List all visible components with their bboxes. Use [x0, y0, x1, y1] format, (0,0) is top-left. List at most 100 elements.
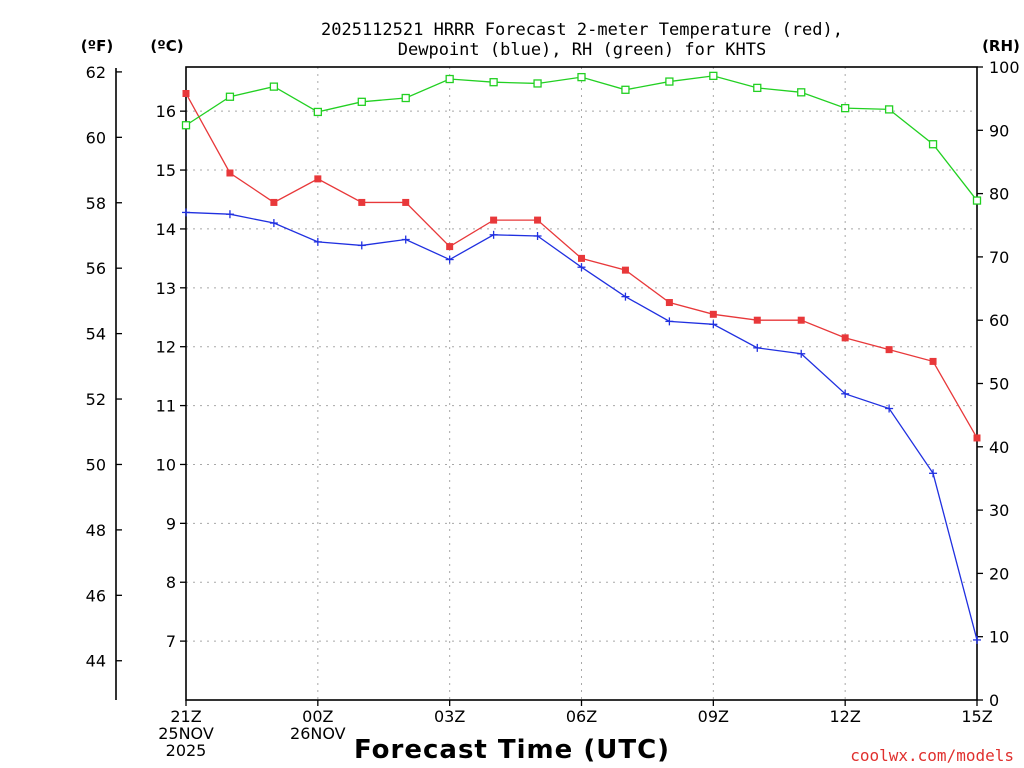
fahrenheit-tick-label: 60 [86, 128, 106, 147]
celsius-tick-label: 9 [166, 514, 176, 533]
dewpoint-point [841, 389, 850, 398]
fahrenheit-tick-label: 62 [86, 63, 106, 82]
rh-point [797, 88, 806, 97]
rh-point [928, 140, 938, 149]
series-dewpoint [182, 208, 981, 644]
fahrenheit-tick-label: 44 [86, 652, 106, 671]
rh-point [445, 74, 454, 84]
credit-text: coolwx.com/models [850, 746, 1014, 765]
celsius-tick-label: 8 [166, 573, 176, 592]
dewpoint-point [753, 343, 762, 352]
dewpoint-point [533, 231, 542, 240]
temperature-point [621, 266, 629, 274]
rh-tick-label: 100 [989, 58, 1020, 77]
x-tick-label: 06Z [566, 707, 597, 726]
data-series [181, 71, 982, 644]
x-tick-label: 21Z [170, 707, 201, 726]
rh-point [709, 71, 718, 81]
rh-point [313, 107, 322, 117]
temperature-point [534, 216, 542, 224]
x-tick-label: 12Z [830, 707, 861, 726]
rh-tick-label: 70 [989, 248, 1009, 267]
dewpoint-point [885, 404, 894, 413]
rh-point [357, 97, 366, 106]
dewpoint-point [973, 635, 981, 644]
series-rh [181, 71, 982, 205]
rh-point [401, 93, 410, 103]
rh-point [753, 83, 762, 93]
rh-point [577, 72, 586, 82]
rh-point [841, 103, 850, 113]
fahrenheit-axis-unit: (ºF) [81, 37, 113, 55]
celsius-tick-label: 11 [156, 397, 176, 416]
dewpoint-point [797, 349, 806, 358]
celsius-tick-label: 14 [156, 220, 176, 239]
fahrenheit-tick-label: 50 [86, 455, 106, 474]
temperature-point [841, 334, 849, 342]
temperature-point [402, 198, 410, 206]
rh-tick-label: 40 [989, 438, 1009, 457]
rh-tick-label: 80 [989, 185, 1009, 204]
x-tick-label: 03Z [434, 707, 465, 726]
x-tick-label: 25NOV [158, 724, 214, 743]
dewpoint-point [225, 210, 234, 219]
celsius-tick-label: 15 [156, 161, 176, 180]
temperature-point [446, 243, 454, 251]
fahrenheit-tick-label: 46 [86, 586, 106, 605]
temperature-point [358, 198, 366, 206]
x-tick-label: 09Z [698, 707, 729, 726]
rh-point [225, 92, 235, 101]
dewpoint-point [269, 219, 278, 228]
rh-tick-label: 90 [989, 121, 1009, 140]
temperature-point [490, 216, 498, 224]
temperature-point [578, 254, 585, 262]
rh-point [181, 121, 191, 130]
fahrenheit-tick-label: 48 [86, 521, 106, 540]
dewpoint-point [665, 317, 674, 326]
dewpoint-point [577, 263, 586, 272]
temperature-point [314, 175, 322, 183]
rh-tick-label: 30 [989, 501, 1009, 520]
temperature-point [797, 316, 805, 324]
dewpoint-point [709, 320, 718, 329]
temperature-point [709, 310, 717, 318]
temperature-point [929, 357, 937, 365]
fahrenheit-tick-label: 52 [86, 390, 106, 409]
dewpoint-point [445, 255, 454, 264]
rh-tick-label: 20 [989, 564, 1009, 583]
axes [115, 66, 983, 706]
series-line-dewpoint [185, 211, 978, 641]
x-axis-title: Forecast Time (UTC) [354, 735, 670, 765]
rh-tick-label: 10 [989, 628, 1009, 647]
fahrenheit-tick-label: 58 [86, 194, 106, 213]
temperature-point [753, 316, 761, 324]
temperature-point [885, 346, 893, 354]
temperature-point [665, 299, 673, 307]
rh-point [489, 78, 498, 87]
rh-tick-label: 50 [989, 375, 1009, 394]
celsius-tick-label: 7 [166, 632, 176, 651]
celsius-tick-label: 10 [156, 455, 176, 474]
fahrenheit-tick-label: 54 [86, 325, 106, 344]
dewpoint-point [621, 292, 630, 301]
chart-title-line-1: 2025112521 HRRR Forecast 2-meter Tempera… [321, 20, 843, 40]
dewpoint-point [489, 230, 498, 239]
grid-lines [186, 67, 977, 700]
x-tick-label: 2025 [166, 741, 207, 760]
dewpoint-point [929, 469, 938, 478]
temperature-point [973, 434, 981, 442]
rh-tick-label: 60 [989, 311, 1009, 330]
celsius-tick-label: 13 [156, 279, 176, 298]
temperature-point [270, 198, 278, 206]
temperature-point [182, 89, 190, 97]
dewpoint-point [182, 208, 190, 217]
dewpoint-point [401, 235, 410, 244]
rh-point [665, 77, 674, 86]
celsius-tick-label: 16 [156, 102, 176, 121]
rh-tick-label: 0 [989, 691, 999, 710]
rh-axis-unit: (RH) [982, 37, 1020, 55]
rh-point [972, 196, 982, 205]
temperature-point [226, 169, 234, 177]
x-tick-label: 00Z [302, 707, 333, 726]
